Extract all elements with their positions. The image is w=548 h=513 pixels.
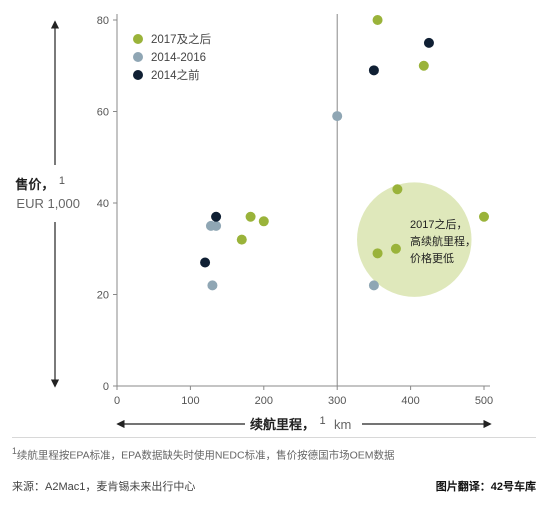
data-point-series-0 [372,248,383,259]
footnote-text: 续航里程按EPA标准，EPA数据缺失时使用NEDC标准，售价按德国市场OEM数据 [16,449,395,462]
data-point-series-0 [479,211,489,222]
data-point-series-1 [368,280,379,291]
x-tick-label: 500 [475,395,493,407]
y-axis-label: 售价， 1 [15,175,65,193]
legend: 2017及之后 2014-2016 2014之前 [133,32,211,82]
y-tick-labels: 0 20 40 60 80 [97,15,117,393]
data-point-series-0 [390,243,401,254]
data-point-series-2 [368,65,379,76]
footer-divider [12,437,536,438]
highlight-label-line-2: 高续航里程， [410,234,476,248]
x-axis-unit: km [334,417,351,432]
data-point-series-0 [418,60,429,71]
x-tick-label: 400 [401,395,419,407]
legend-label-2017: 2017及之后 [151,32,211,46]
y-axis-label-sup: 1 [59,175,65,187]
footnote: 1续航里程按EPA标准，EPA数据缺失时使用NEDC标准，售价按德国市场OEM数… [12,446,395,463]
legend-marker-before-2014 [133,70,143,80]
y-tick-label: 0 [103,381,109,393]
data-point-series-1 [211,220,222,231]
legend-label-before-2014: 2014之前 [151,68,200,82]
highlight-region [357,182,472,297]
axes [116,14,490,387]
y-axis-unit: EUR 1,000 [16,196,80,211]
x-axis-label-sup: 1 [319,415,325,427]
data-point-series-2 [200,257,211,268]
highlight-label-line-1: 2017之后， [410,217,467,231]
data-point-series-2 [211,211,222,222]
x-tick-label: 300 [328,395,346,407]
data-point-series-0 [236,234,247,245]
legend-marker-2014-2016 [133,52,143,62]
x-tick-labels: 0 100 200 300 400 500 [114,386,493,407]
y-tick-label: 80 [97,15,109,27]
highlight-circle [357,182,472,297]
data-point-series-0 [372,15,383,25]
x-axis-label: 续航里程， 1 km [250,411,351,433]
data-point-series-1 [332,111,343,122]
data-point-series-1 [207,280,218,291]
legend-label-2014-2016: 2014-2016 [151,52,206,64]
y-tick-label: 40 [97,198,109,210]
data-point-series-0 [392,184,403,195]
credit-text: 图片翻译：42号车库 [435,481,536,493]
data-point-series-0 [258,216,269,227]
y-tick-label: 60 [97,107,109,119]
legend-marker-2017 [133,34,143,44]
source-text: 来源：A2Mac1，麦肯锡未来出行中心 [12,481,196,493]
highlight-label-line-3: 价格更低 [410,251,454,265]
x-tick-label: 200 [255,395,273,407]
x-tick-label: 0 [114,395,120,407]
x-tick-label: 100 [181,395,199,407]
x-axis-label-text: 续航里程， [250,417,315,432]
footnote-sup: 1 [12,446,17,456]
y-tick-label: 20 [97,290,109,302]
data-point-series-2 [423,37,434,48]
y-axis-label-text: 售价， [15,177,54,192]
data-point-series-0 [245,211,256,222]
data-points [200,15,489,291]
